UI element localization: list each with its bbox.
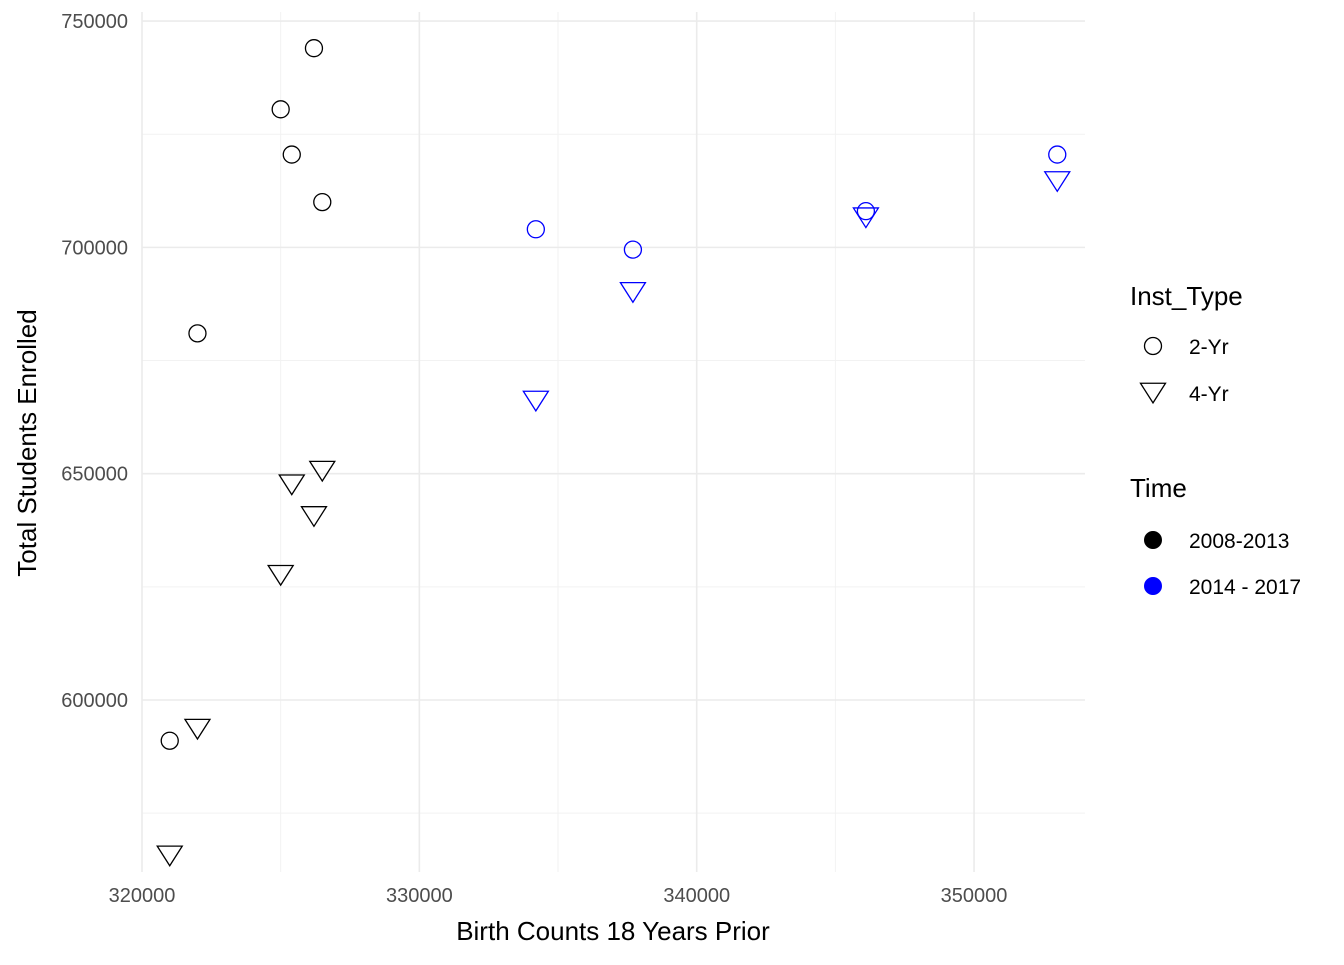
legend-label: 2014 - 2017: [1189, 576, 1301, 599]
y-axis-title: Total Students Enrolled: [12, 309, 42, 576]
data-point-4yr: [522, 390, 550, 413]
legend-title: Inst_Type: [1130, 281, 1243, 311]
axes: 320000 330000 340000 350000 600000 650000 7000…: [61, 11, 1007, 907]
data-point-2yr: [304, 39, 324, 58]
x-axis-title: Birth Counts 18 Years Prior: [456, 916, 770, 946]
data-point-2yr: [271, 100, 290, 119]
data-point-4yr: [308, 460, 336, 483]
legend-key-dot: [1144, 577, 1162, 595]
legend-label: 2008-2013: [1189, 530, 1289, 553]
legend-label: 4-Yr: [1189, 383, 1229, 406]
data-point-2yr: [313, 192, 332, 212]
data-point-2yr: [1048, 145, 1067, 164]
y-tick-label: 650000: [61, 464, 128, 486]
legend-label: 2-Yr: [1189, 336, 1229, 359]
x-tick-label: 350000: [941, 885, 1008, 907]
x-tick-label: 320000: [109, 885, 176, 907]
data-point-2yr: [188, 324, 207, 343]
gridlines: [141, 12, 1085, 872]
data-point-4yr: [278, 474, 306, 496]
data-point-4yr: [183, 718, 212, 741]
x-tick-label: 330000: [386, 885, 453, 907]
y-tick-label: 700000: [61, 237, 128, 259]
data-point-2yr: [623, 240, 643, 259]
data-points: [156, 39, 1071, 867]
data-point-4yr: [156, 845, 184, 867]
data-point-4yr: [266, 564, 295, 587]
y-tick-label: 600000: [61, 690, 128, 712]
data-point-4yr: [1043, 171, 1071, 193]
legend-title: Time: [1130, 473, 1187, 503]
legend-key-triangle: [1139, 382, 1167, 405]
legend-key-circle: [1143, 336, 1163, 356]
data-point-2yr: [160, 731, 179, 750]
legend-key-dot: [1144, 531, 1162, 549]
data-point-4yr: [852, 207, 880, 229]
data-point-2yr: [526, 220, 545, 239]
data-point-2yr: [856, 202, 876, 221]
data-point-2yr: [282, 145, 301, 164]
data-point-4yr: [300, 506, 328, 528]
y-tick-label: 750000: [61, 11, 128, 33]
legend: Inst_Type 2-Yr 4-Yr Time 2008-2013 2014 - 201…: [1130, 281, 1301, 599]
x-tick-label: 340000: [663, 885, 730, 907]
data-point-4yr: [619, 281, 647, 304]
